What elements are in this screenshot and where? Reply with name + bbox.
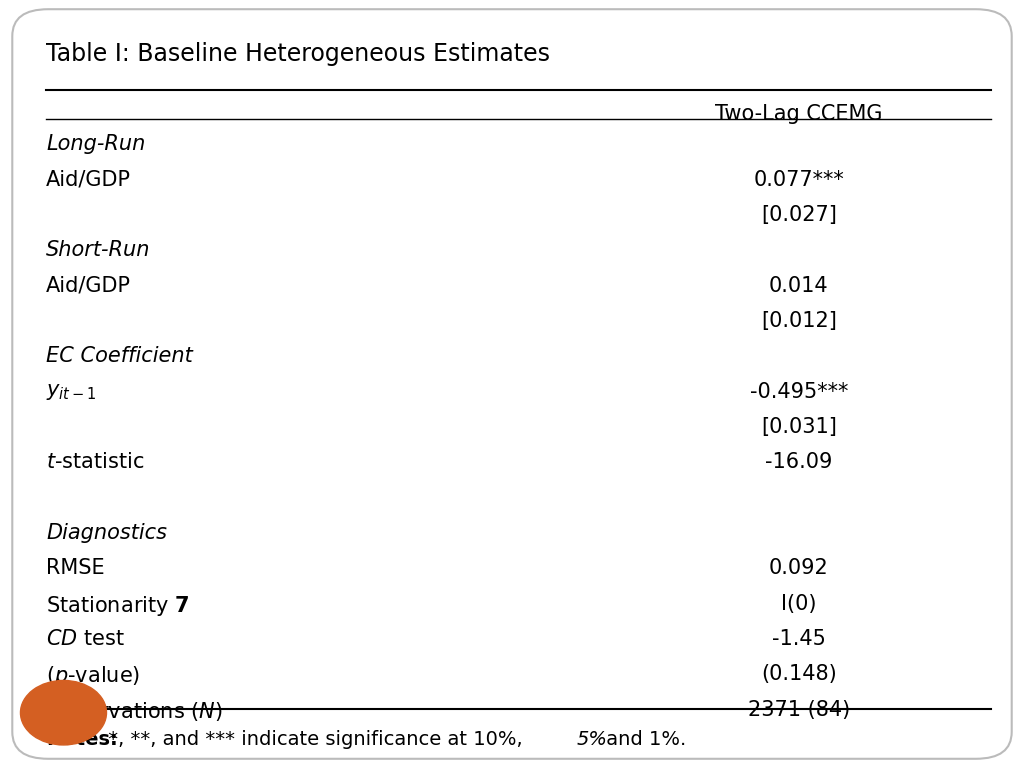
Text: Diagnostics: Diagnostics xyxy=(46,523,167,543)
Text: -1.45: -1.45 xyxy=(772,629,825,649)
Text: Short-Run: Short-Run xyxy=(46,240,151,260)
Text: Observations ($N$): Observations ($N$) xyxy=(46,700,223,723)
Text: I(0): I(0) xyxy=(781,594,816,614)
Text: 0.077***: 0.077*** xyxy=(754,170,844,190)
Text: (0.148): (0.148) xyxy=(761,664,837,684)
Text: Long-Run: Long-Run xyxy=(46,134,145,154)
Text: *, **, and *** indicate significance at 10%,: *, **, and *** indicate significance at … xyxy=(102,730,529,750)
Text: Aid/GDP: Aid/GDP xyxy=(46,170,131,190)
Text: EC Coefficient: EC Coefficient xyxy=(46,346,193,366)
Text: RMSE: RMSE xyxy=(46,558,104,578)
Text: $\mathit{CD}$ test: $\mathit{CD}$ test xyxy=(46,629,125,649)
Text: -0.495***: -0.495*** xyxy=(750,382,848,402)
Text: [0.027]: [0.027] xyxy=(761,205,837,225)
Text: -16.09: -16.09 xyxy=(765,452,833,472)
Text: and 1%.: and 1%. xyxy=(600,730,686,750)
Text: Notes:: Notes: xyxy=(46,730,118,750)
Text: Two-Lag CCEMG: Two-Lag CCEMG xyxy=(715,104,883,124)
Text: 16: 16 xyxy=(49,703,78,723)
Text: 5%: 5% xyxy=(577,730,607,750)
Text: [0.012]: [0.012] xyxy=(761,311,837,331)
Text: Stationarity $\mathbf{7}$: Stationarity $\mathbf{7}$ xyxy=(46,594,189,617)
Text: 2371 (84): 2371 (84) xyxy=(748,700,850,720)
Text: $y_{it-1}$: $y_{it-1}$ xyxy=(46,382,96,402)
Text: 0.092: 0.092 xyxy=(769,558,828,578)
Text: Aid/GDP: Aid/GDP xyxy=(46,276,131,296)
Text: $t$-statistic: $t$-statistic xyxy=(46,452,144,472)
Text: [0.031]: [0.031] xyxy=(761,417,837,437)
Text: 0.014: 0.014 xyxy=(769,276,828,296)
Circle shape xyxy=(20,680,106,745)
Text: ($p$-value): ($p$-value) xyxy=(46,664,140,688)
FancyBboxPatch shape xyxy=(12,9,1012,759)
Text: Table I: Baseline Heterogeneous Estimates: Table I: Baseline Heterogeneous Estimate… xyxy=(46,42,550,66)
